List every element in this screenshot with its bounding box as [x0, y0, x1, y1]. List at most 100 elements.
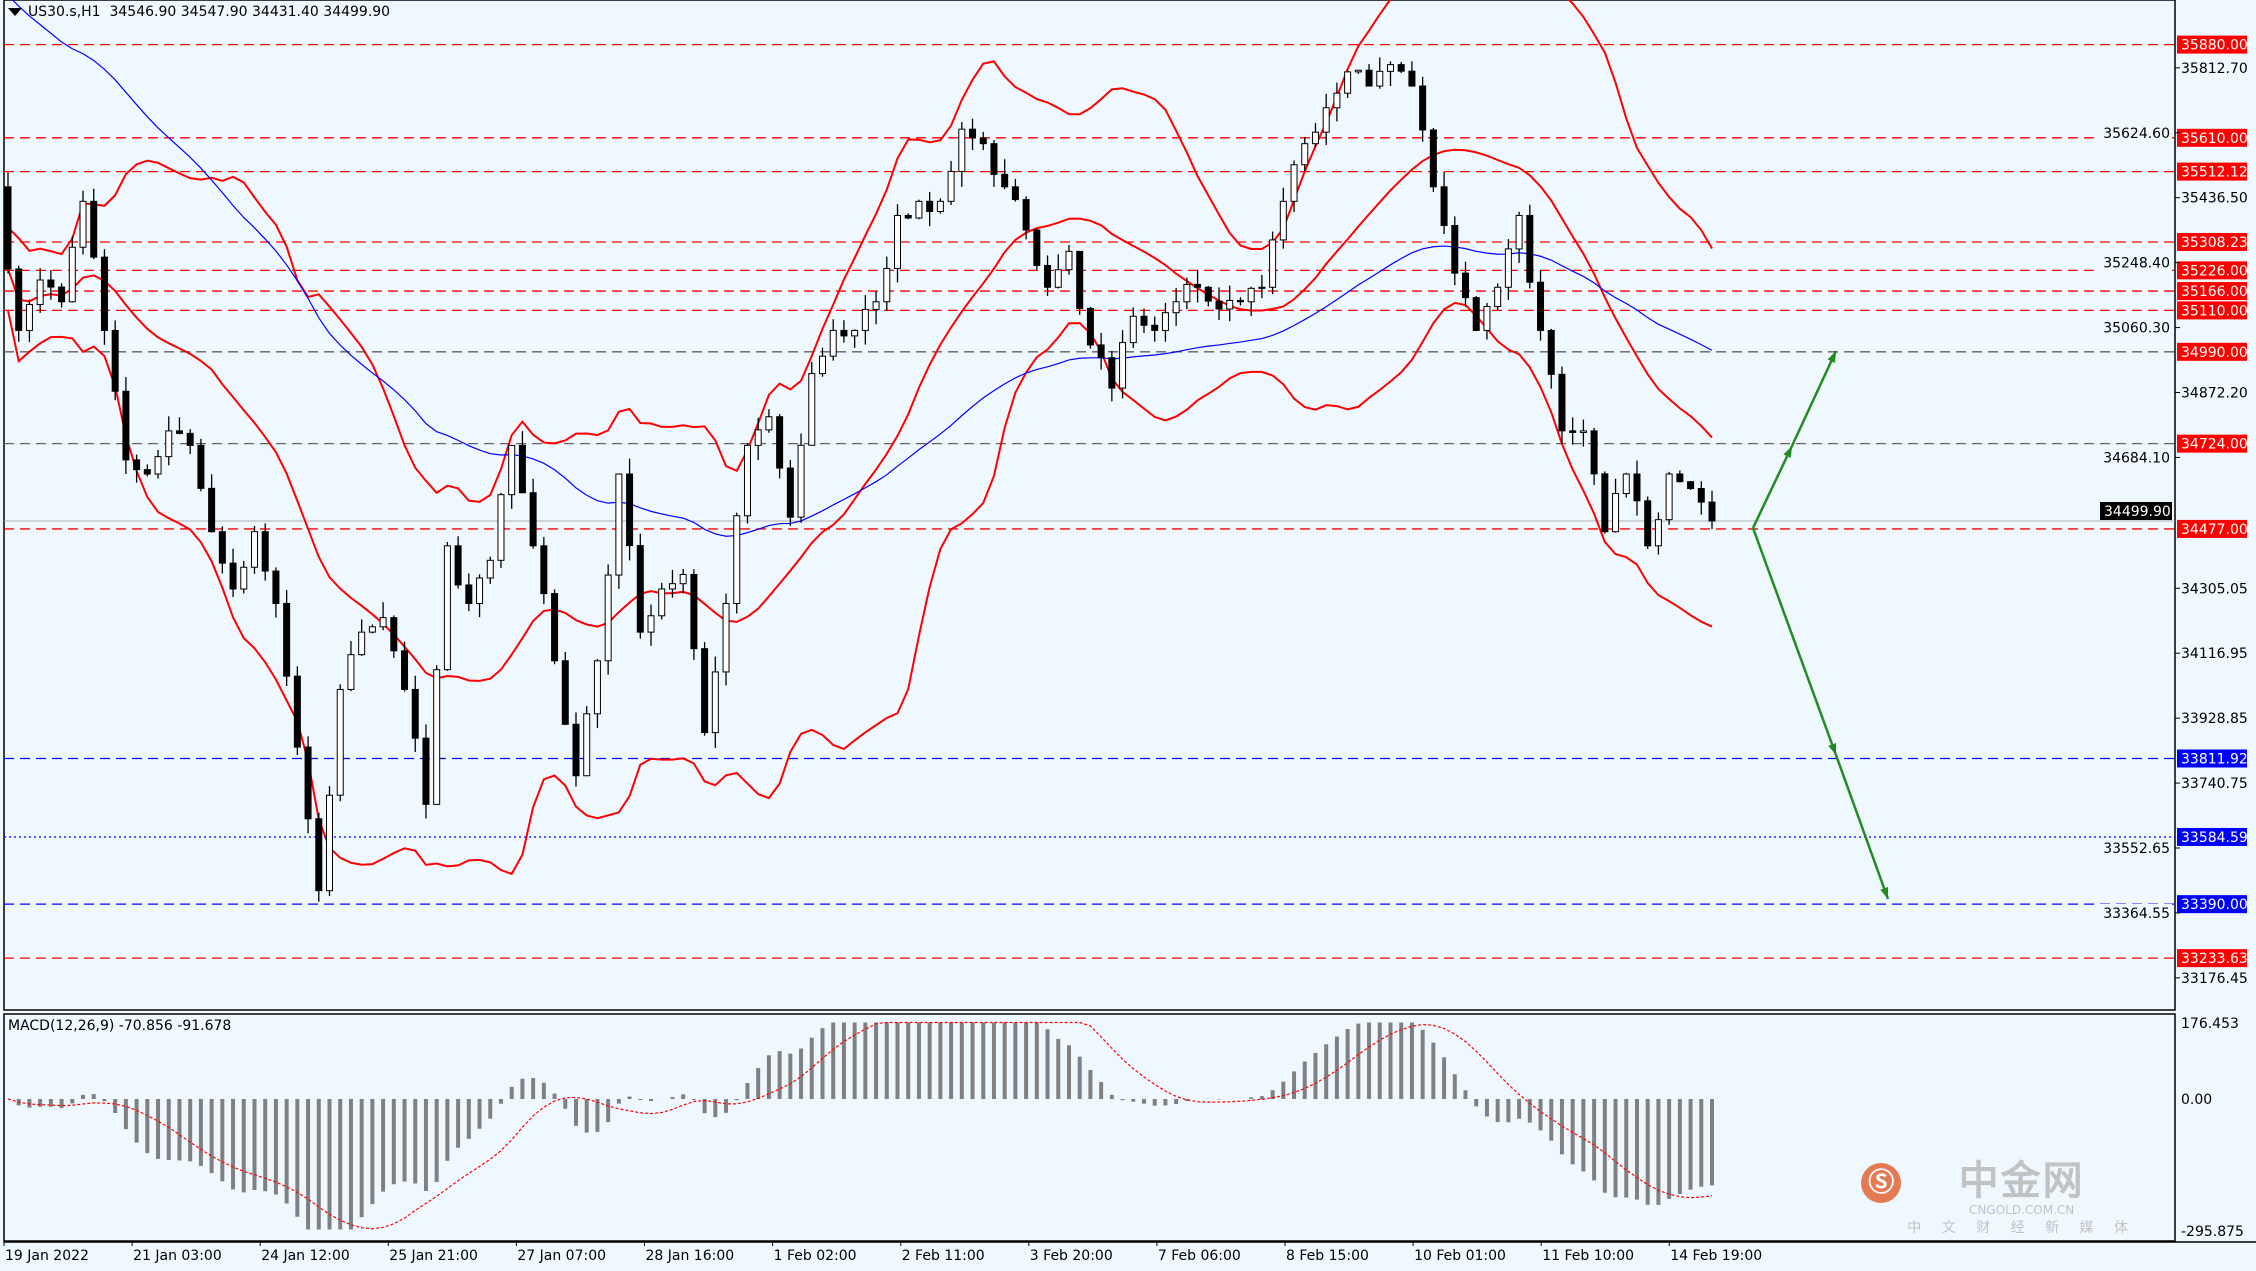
main-pane [3, 0, 2176, 1011]
candle [218, 526, 226, 574]
candle-body [1322, 107, 1330, 133]
candle [765, 409, 773, 433]
candle-body [851, 329, 859, 337]
candle [486, 556, 494, 584]
candle [1376, 57, 1384, 89]
candle [1322, 93, 1330, 145]
candle [1579, 419, 1587, 447]
candle-body [679, 573, 687, 585]
candle-body [883, 267, 891, 303]
candle-body [1633, 473, 1641, 502]
candle-body [840, 329, 848, 337]
x-tick-label: 24 Jan 12:00 [261, 1248, 350, 1264]
candle [36, 268, 44, 313]
horizontal-levels [4, 43, 2175, 959]
candle-body [390, 617, 398, 652]
candle-body [733, 515, 741, 604]
candle-body [1708, 501, 1716, 522]
candle-body [722, 602, 730, 673]
x-tick-label: 1 Feb 02:00 [774, 1248, 857, 1264]
candle-body [272, 570, 280, 604]
candle-body [1472, 297, 1480, 331]
candle [79, 190, 87, 255]
candle-body [711, 671, 719, 734]
logo-slogan: 中 文 财 经 新 媒 体 [1907, 1220, 2136, 1236]
candle-body [165, 430, 173, 458]
candle [1129, 307, 1137, 349]
candle-body [1622, 473, 1630, 495]
candle [915, 199, 923, 220]
candle [143, 464, 151, 477]
candle [47, 270, 55, 300]
candle-body [229, 562, 237, 590]
candle-body [1344, 71, 1352, 94]
level-label-bg [2177, 301, 2247, 320]
candle-body [786, 467, 794, 518]
candle [1065, 244, 1073, 275]
candle-body [1204, 286, 1212, 302]
candle-body [15, 268, 23, 331]
candle [1408, 61, 1416, 87]
candle [1419, 76, 1427, 142]
candle [679, 569, 687, 594]
level-label-bg [2177, 162, 2247, 181]
candle-body [572, 723, 580, 777]
level-label-bg [2177, 128, 2247, 147]
y-tick-label: 33364.55 [2103, 906, 2170, 922]
candle-body [122, 390, 130, 461]
candle-body [175, 430, 183, 434]
bollinger-lower [7, 301, 1713, 876]
candle-body [1044, 264, 1052, 288]
candle [1194, 269, 1202, 303]
candle [411, 675, 419, 753]
close-price: 34499.90 [323, 4, 391, 20]
level-label: 35880.00 [2181, 38, 2248, 54]
candle-body [1547, 329, 1555, 375]
arrow-down-1 [1751, 527, 1838, 756]
level-label-bg [2177, 282, 2247, 301]
candle-body [626, 473, 634, 547]
y-tick-label: 35812.70 [2181, 61, 2248, 77]
logo-url: CNGOLD.COM.CN [1969, 1203, 2075, 1217]
candle [540, 537, 548, 605]
candle-body [1654, 519, 1662, 547]
candle-body [186, 432, 194, 446]
candle-body [100, 256, 108, 331]
candle [508, 444, 516, 509]
candle [1440, 171, 1448, 235]
arrow-up-1-head [1783, 446, 1792, 458]
candle-body [926, 200, 934, 212]
candle-body [1119, 342, 1127, 389]
candle [1290, 160, 1298, 212]
candle [711, 656, 719, 749]
arrow-down-2 [1834, 754, 1890, 900]
candle-body [872, 301, 880, 310]
candle-body [818, 355, 826, 375]
candle [165, 416, 173, 466]
y-tick-label: 35624.60 [2103, 126, 2170, 142]
candle-body [36, 279, 44, 306]
candle-body [1215, 300, 1223, 310]
candle [1097, 332, 1105, 370]
candle-body [1108, 357, 1116, 389]
candle [593, 659, 601, 729]
chart-frame [3, 0, 2256, 1243]
level-label: 35226.00 [2181, 263, 2248, 279]
macd-y-tick-label: 0.00 [2181, 1092, 2212, 1108]
candle-body [668, 583, 676, 590]
candle-body [776, 416, 784, 469]
candle-body [529, 492, 537, 547]
candle [958, 122, 966, 187]
candle [1119, 330, 1127, 399]
collapse-triangle-icon[interactable] [8, 8, 22, 16]
candle [936, 198, 944, 214]
candle-body [947, 170, 955, 202]
level-label: 35110.00 [2181, 303, 2248, 319]
candle-body [1408, 70, 1416, 87]
candle [1365, 64, 1373, 87]
y-tick-label: 33552.65 [2103, 841, 2170, 857]
candle-body [1386, 64, 1394, 72]
x-tick-label: 25 Jan 21:00 [389, 1248, 478, 1264]
level-label: 35610.00 [2181, 131, 2248, 147]
